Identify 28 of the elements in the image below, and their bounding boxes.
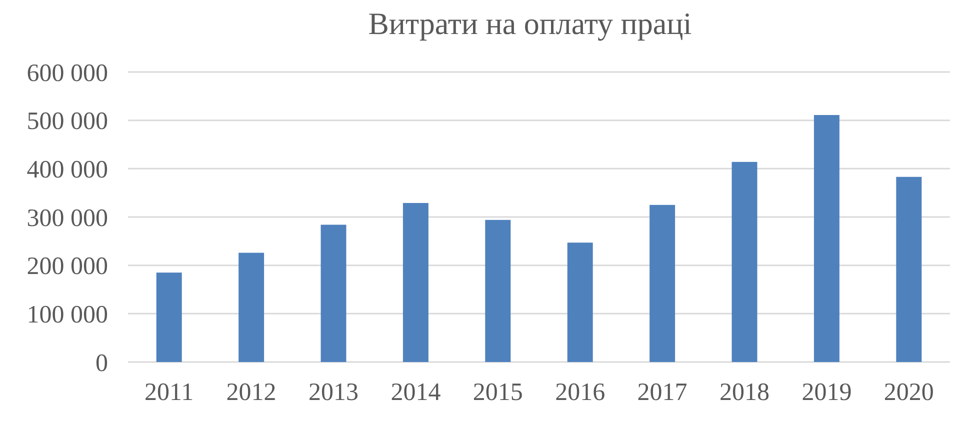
y-tick-label: 200 000 xyxy=(26,253,108,280)
bar xyxy=(814,115,840,362)
x-tick-label: 2013 xyxy=(308,379,358,406)
bar xyxy=(238,252,264,362)
x-tick-label: 2011 xyxy=(144,379,194,406)
y-tick-label: 500 000 xyxy=(26,108,108,136)
y-tick-label: 0 xyxy=(96,350,108,377)
x-tick-label: 2018 xyxy=(720,379,770,406)
bar xyxy=(320,224,346,362)
bar xyxy=(402,202,428,362)
y-tick-label: 600 000 xyxy=(26,60,108,87)
x-tick-label: 2019 xyxy=(802,379,852,406)
bar xyxy=(896,176,922,362)
chart-title: Витрати на оплату праці xyxy=(368,6,692,41)
bar xyxy=(156,272,182,362)
y-tick-label: 400 000 xyxy=(26,156,108,184)
x-tick-label: 2014 xyxy=(390,379,442,406)
y-tick-label: 100 000 xyxy=(26,301,108,328)
bar xyxy=(567,242,593,362)
x-tick-label: 2012 xyxy=(226,379,276,406)
y-tick-label: 300 000 xyxy=(26,204,108,232)
x-tick-label: 2017 xyxy=(637,379,688,406)
x-tick-label: 2020 xyxy=(884,379,934,406)
x-tick-label: 2016 xyxy=(555,379,606,406)
bar xyxy=(650,204,676,362)
x-tick-label: 2015 xyxy=(472,379,523,406)
bar xyxy=(485,220,511,362)
bar xyxy=(732,162,758,362)
